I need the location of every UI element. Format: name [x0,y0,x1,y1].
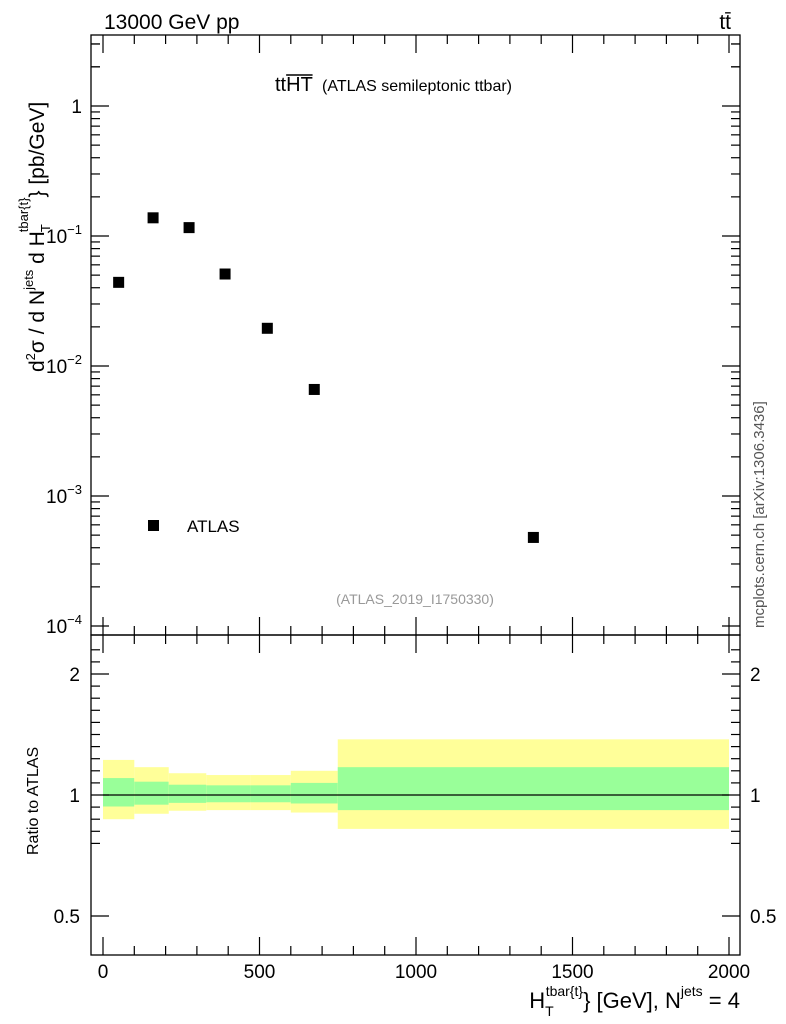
x-tick-label: 0 [98,962,109,983]
legend-marker [148,520,159,531]
main-y-tick-label: 10−1 [46,222,82,248]
data-point-atlas [113,276,125,288]
main-plot-panel: 1 10−1 10−2 10−3 10−4 ttHT (ATLAS semilepton… [16,34,741,638]
title-sub: (ATLAS semileptonic ttbar) [322,78,512,95]
ratio-inner-band [290,782,338,804]
ratio-inner-band [337,767,729,811]
main-y-tick-label: 10−4 [46,612,82,638]
ratio-y-tick-label-right: 1 [750,786,761,807]
ratio-plot-panel: 2 2 1 1 0.5 0.5 0 500 1000 1500 2000 Ratio to ATLA… [25,634,776,1019]
main-y-tick-label: 10−3 [46,482,82,508]
data-point-atlas [261,322,273,334]
ratio-y-tick-label-left: 2 [69,665,80,686]
ratio-y-tick-label-right: 0.5 [750,907,776,928]
ratio-y-tick-label-left: 1 [69,786,80,807]
x-tick-label: 500 [244,962,276,983]
x-tick-label: 1000 [395,962,437,983]
process-label: tt̄ [719,11,731,34]
ratio-y-tick-label-left: 0.5 [54,907,80,928]
main-y-label: d2σ / d Njets d HTtbar{t}} [pb/GeV] [16,102,53,372]
ratio-inner-band [134,781,169,805]
ratio-inner-band [168,784,207,803]
ratio-inner-band [250,785,291,803]
main-y-tick-label: 10−2 [46,352,82,378]
analysis-id: (ATLAS_2019_I1750330) [336,591,494,607]
x-tick-label: 1500 [551,962,593,983]
main-plot-frame [90,34,741,636]
data-point-atlas [183,222,195,234]
data-point-atlas [147,212,159,224]
ratio-y-tick-label-right: 2 [750,665,761,686]
ratio-inner-band [103,778,135,807]
data-point-atlas [527,531,539,543]
main-y-tick-label: 1 [71,97,82,118]
energy-label: 13000 GeV pp [104,11,239,34]
x-axis-label: HTtbar{t}} [GeV], Njets = 4 [529,983,740,1019]
side-label: mcplots.cern.ch [arXiv:1306.3436] [751,401,768,628]
data-point-atlas [219,268,231,280]
plot-title: ttHT (ATLAS semileptonic ttbar) [275,74,512,96]
ratio-y-label: Ratio to ATLAS [25,747,42,855]
data-point-atlas [308,383,320,395]
title-main: tt [275,74,287,96]
legend-label: ATLAS [187,517,240,536]
ratio-inner-band [206,785,251,803]
x-tick-label: 2000 [708,962,750,983]
title-overline: HT [286,74,312,96]
